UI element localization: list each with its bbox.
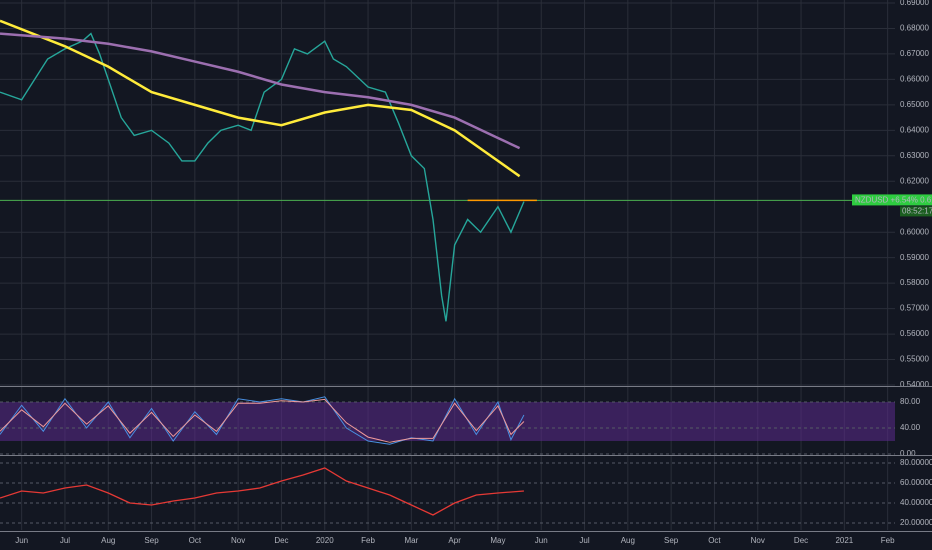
- x-tick-label: Dec: [274, 536, 288, 545]
- band: [0, 402, 895, 441]
- x-tick-label: Apr: [448, 536, 461, 545]
- series-line: [0, 32, 521, 150]
- series-line: [0, 396, 525, 445]
- y-tick-label: 60.00000: [900, 478, 932, 487]
- time-tag-text: 08:52:17: [902, 207, 932, 216]
- x-tick-label: Mar: [404, 536, 418, 545]
- x-tick-label: Jun: [15, 536, 28, 545]
- x-tick-label: 2021: [835, 536, 853, 545]
- x-tick-label: Aug: [621, 536, 635, 545]
- y-tick-label: 0.67000: [900, 49, 929, 58]
- y-tick-label: 0.69000: [900, 0, 929, 7]
- x-tick-label: Oct: [708, 536, 721, 545]
- x-tick-label: Sep: [144, 536, 159, 545]
- y-tick-label: 80.00: [900, 397, 921, 406]
- price-tag-text: NZDUSD +6.54% 0.61248: [855, 196, 932, 205]
- x-tick-label: Dec: [794, 536, 808, 545]
- y-tick-label: 40.00: [900, 423, 921, 432]
- y-tick-label: 0.63000: [900, 151, 929, 160]
- x-tick-label: Jul: [60, 536, 70, 545]
- y-tick-label: 0.65000: [900, 100, 929, 109]
- x-tick-label: Aug: [101, 536, 115, 545]
- y-tick-label: 80.00000: [900, 458, 932, 467]
- y-tick-label: 0.64000: [900, 125, 929, 134]
- series-line: [0, 398, 525, 443]
- y-tick-label: 0.54000: [900, 380, 929, 389]
- x-tick-label: Feb: [881, 536, 895, 545]
- y-tick-label: 40.00000: [900, 498, 932, 507]
- price-tag: [852, 194, 932, 206]
- y-tick-label: 0.60000: [900, 227, 929, 236]
- y-tick-label: 0.56000: [900, 329, 929, 338]
- x-tick-label: Nov: [231, 536, 245, 545]
- y-tick-label: 0.55000: [900, 355, 929, 364]
- y-tick-label: 0.68000: [900, 24, 929, 33]
- x-tick-label: Nov: [751, 536, 765, 545]
- y-tick-label: 0.00: [900, 449, 916, 458]
- series-line: [0, 467, 524, 516]
- x-tick-label: Jun: [535, 536, 548, 545]
- y-tick-label: 0.58000: [900, 278, 929, 287]
- series-line: [0, 32, 525, 322]
- x-tick-label: Sep: [664, 536, 679, 545]
- x-tick-label: May: [490, 536, 505, 545]
- series-line: [0, 19, 521, 178]
- x-tick-label: Feb: [361, 536, 375, 545]
- x-tick-label: Jul: [579, 536, 589, 545]
- time-tag: [900, 206, 932, 217]
- y-tick-label: 0.59000: [900, 253, 929, 262]
- y-tick-label: 0.62000: [900, 176, 929, 185]
- y-tick-label: 20.00000: [900, 518, 932, 527]
- x-tick-label: 2020: [316, 536, 334, 545]
- y-tick-label: 0.66000: [900, 75, 929, 84]
- x-tick-label: Oct: [189, 536, 202, 545]
- y-tick-label: 0.57000: [900, 304, 929, 313]
